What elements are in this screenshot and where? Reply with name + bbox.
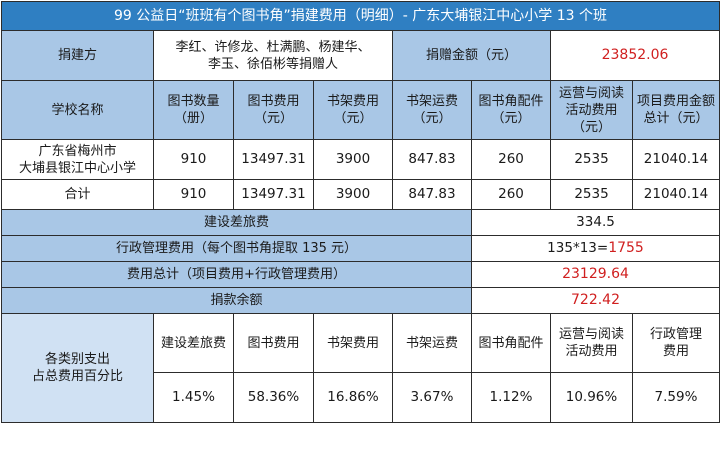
admin-cost-label: 行政管理费用（每个图书角提取 135 元）: [1, 235, 472, 262]
pct-name-shipping: 书架运费: [392, 313, 472, 373]
pct-name-travel: 建设差旅费: [153, 313, 234, 373]
table-row: 合计 910 13497.31 3900 847.83 260 2535 210…: [1, 179, 720, 210]
pct-value-accessories: 1.12%: [471, 372, 551, 423]
admin-cost-value: 135*13=1755: [471, 235, 720, 262]
travel-cost-label: 建设差旅费: [1, 209, 472, 236]
expense-table: 99 公益日“班班有个图书角”捐建费用（明细）- 广东大埔银江中心小学 13 个…: [1, 1, 720, 423]
donation-amount-value: 23852.06: [550, 30, 720, 81]
pct-name-operation: 运营与阅读 活动费用: [550, 313, 633, 373]
pct-value-travel: 1.45%: [153, 372, 234, 423]
grand-total-value: 23129.64: [471, 261, 720, 288]
admin-cost-result: 1755: [608, 240, 644, 256]
header-book-count: 图书数量 （册）: [153, 80, 234, 140]
row-operation-cost: 2535: [550, 139, 633, 180]
row-accessories: 260: [471, 139, 551, 180]
pct-value-admin: 7.59%: [632, 372, 720, 423]
row-school: 合计: [1, 179, 154, 210]
donor-label: 捐建方: [1, 30, 154, 81]
grand-total-label: 费用总计（项目费用+行政管理费用）: [1, 261, 472, 288]
admin-cost-formula: 135*13=: [547, 240, 609, 256]
pct-name-admin: 行政管理 费用: [632, 313, 720, 373]
row-operation-cost: 2535: [550, 179, 633, 210]
header-operation-cost: 运营与阅读 活动费用（元）: [550, 80, 633, 140]
donor-names: 李红、许修龙、杜满鹏、杨建华、 李玉、徐佰彬等捐赠人: [153, 30, 393, 81]
row-accessories: 260: [471, 179, 551, 210]
pct-value-shelf: 16.86%: [313, 372, 393, 423]
row-shelf-shipping: 847.83: [392, 139, 472, 180]
donation-balance-label: 捐款余额: [1, 287, 472, 314]
row-total: 21040.14: [632, 179, 720, 210]
pct-value-books: 58.36%: [233, 372, 314, 423]
header-accessories: 图书角配件 （元）: [471, 80, 551, 140]
header-shelf-shipping: 书架运费 （元）: [392, 80, 472, 140]
pct-value-operation: 10.96%: [550, 372, 633, 423]
pct-value-shipping: 3.67%: [392, 372, 472, 423]
row-shelf-cost: 3900: [313, 139, 393, 180]
header-school: 学校名称: [1, 80, 154, 140]
table-row: 广东省梅州市 大埔县银江中心小学 910 13497.31 3900 847.8…: [1, 139, 720, 180]
travel-cost-value: 334.5: [471, 209, 720, 236]
row-book-count: 910: [153, 139, 234, 180]
donation-amount-label: 捐赠金额（元）: [392, 30, 551, 81]
percentage-label: 各类别支出 占总费用百分比: [1, 313, 154, 423]
row-book-cost: 13497.31: [233, 179, 314, 210]
pct-name-books: 图书费用: [233, 313, 314, 373]
pct-name-shelf: 书架费用: [313, 313, 393, 373]
row-book-count: 910: [153, 179, 234, 210]
table-title: 99 公益日“班班有个图书角”捐建费用（明细）- 广东大埔银江中心小学 13 个…: [1, 1, 720, 31]
row-shelf-shipping: 847.83: [392, 179, 472, 210]
donation-balance-value: 722.42: [471, 287, 720, 314]
row-book-cost: 13497.31: [233, 139, 314, 180]
row-school: 广东省梅州市 大埔县银江中心小学: [1, 139, 154, 180]
row-shelf-cost: 3900: [313, 179, 393, 210]
pct-name-accessories: 图书角配件: [471, 313, 551, 373]
header-book-cost: 图书费用 （元）: [233, 80, 314, 140]
header-shelf-cost: 书架费用 （元）: [313, 80, 393, 140]
header-total: 项目费用金额 总计（元）: [632, 80, 720, 140]
row-total: 21040.14: [632, 139, 720, 180]
